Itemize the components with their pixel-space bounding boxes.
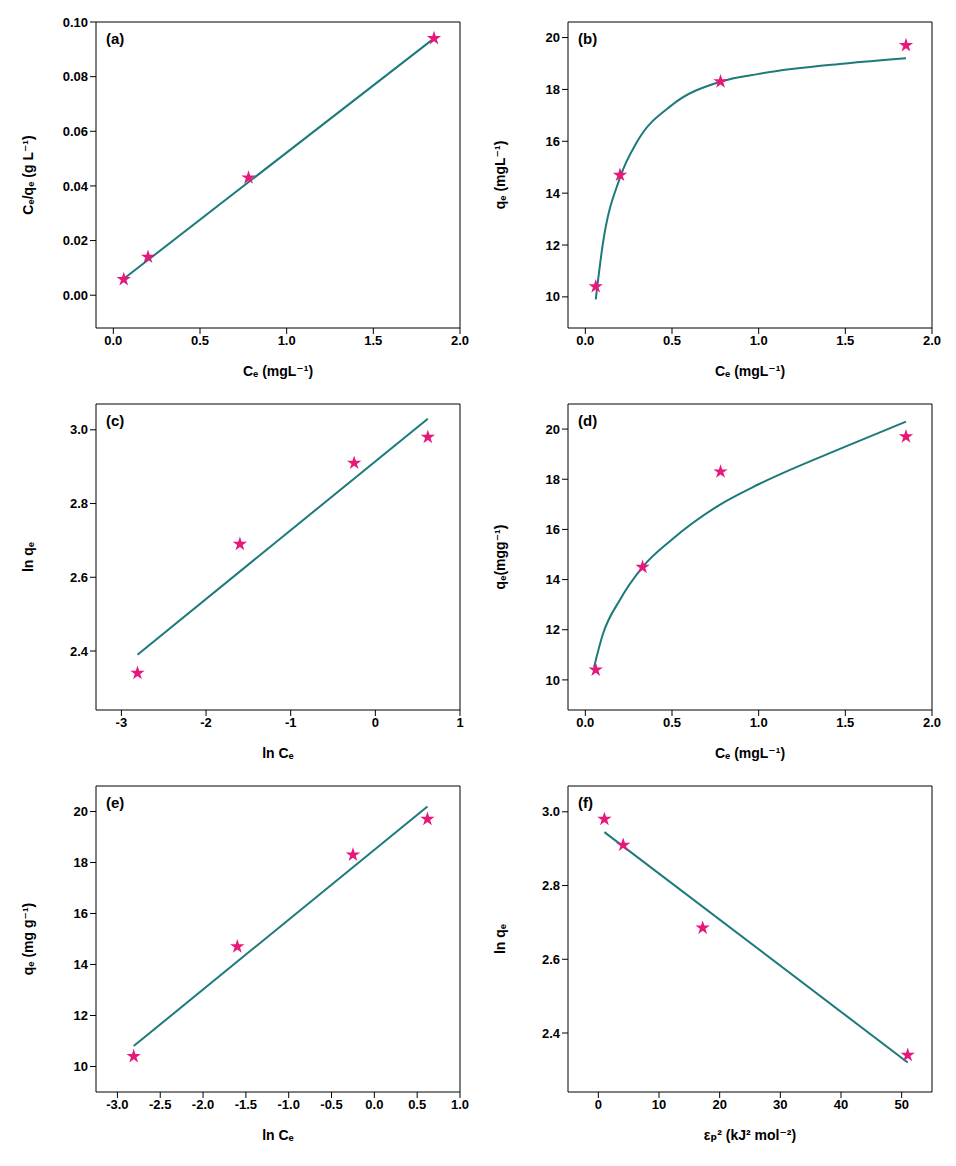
svg-text:-2.0: -2.0 xyxy=(192,1097,214,1112)
svg-text:1.0: 1.0 xyxy=(278,333,296,348)
svg-text:0.5: 0.5 xyxy=(663,333,681,348)
svg-text:2.4: 2.4 xyxy=(70,644,89,659)
svg-text:εₚ² (kJ² mol⁻²): εₚ² (kJ² mol⁻²) xyxy=(704,1127,796,1143)
svg-text:ln Cₑ: ln Cₑ xyxy=(262,1127,294,1143)
svg-text:18: 18 xyxy=(74,855,88,870)
svg-text:Cₑ/qₑ (g L⁻¹): Cₑ/qₑ (g L⁻¹) xyxy=(20,135,36,214)
svg-text:-1: -1 xyxy=(285,715,297,730)
svg-text:0: 0 xyxy=(372,715,379,730)
svg-text:0.10: 0.10 xyxy=(63,15,88,30)
svg-text:qₑ(mgg⁻¹): qₑ(mgg⁻¹) xyxy=(492,525,508,590)
html-text:(b): (b) xyxy=(578,30,598,47)
svg-text:-2: -2 xyxy=(200,715,212,730)
svg-text:-3.0: -3.0 xyxy=(106,1097,128,1112)
svg-text:20: 20 xyxy=(712,1097,726,1112)
svg-text:0.00: 0.00 xyxy=(63,288,88,303)
svg-text:20: 20 xyxy=(546,422,560,437)
html-text:(e): (e) xyxy=(106,794,125,811)
html-text:(d): (d) xyxy=(578,412,598,429)
svg-text:0.06: 0.06 xyxy=(63,124,88,139)
svg-text:20: 20 xyxy=(546,30,560,45)
svg-text:20: 20 xyxy=(74,804,88,819)
svg-text:3.0: 3.0 xyxy=(542,804,560,819)
svg-text:50: 50 xyxy=(894,1097,908,1112)
svg-text:2.0: 2.0 xyxy=(923,715,941,730)
svg-text:0.0: 0.0 xyxy=(104,333,122,348)
svg-text:0.08: 0.08 xyxy=(63,69,88,84)
svg-text:1.0: 1.0 xyxy=(451,1097,469,1112)
svg-text:ln Cₑ: ln Cₑ xyxy=(262,745,294,761)
svg-text:0.04: 0.04 xyxy=(63,179,89,194)
svg-text:18: 18 xyxy=(546,82,560,97)
html-text:(f): (f) xyxy=(578,794,593,811)
svg-text:1.5: 1.5 xyxy=(836,715,854,730)
svg-text:12: 12 xyxy=(546,238,560,253)
svg-text:14: 14 xyxy=(74,957,89,972)
svg-text:2.4: 2.4 xyxy=(542,1026,561,1041)
svg-text:-0.5: -0.5 xyxy=(320,1097,342,1112)
svg-text:0.5: 0.5 xyxy=(191,333,209,348)
svg-text:18: 18 xyxy=(546,472,560,487)
svg-text:40: 40 xyxy=(834,1097,848,1112)
svg-text:qₑ (mg g⁻¹): qₑ (mg g⁻¹) xyxy=(20,903,36,976)
svg-text:14: 14 xyxy=(546,186,561,201)
html-text:(a): (a) xyxy=(106,30,125,47)
svg-text:0.0: 0.0 xyxy=(365,1097,383,1112)
svg-text:qₑ (mgL⁻¹): qₑ (mgL⁻¹) xyxy=(492,141,508,210)
svg-text:ln qₑ: ln qₑ xyxy=(20,542,36,572)
svg-text:1.0: 1.0 xyxy=(750,333,768,348)
svg-text:2.6: 2.6 xyxy=(542,952,560,967)
svg-text:Cₑ (mgL⁻¹): Cₑ (mgL⁻¹) xyxy=(715,363,785,379)
svg-text:1.5: 1.5 xyxy=(364,333,382,348)
svg-text:-1.5: -1.5 xyxy=(235,1097,257,1112)
svg-text:0.0: 0.0 xyxy=(576,333,594,348)
svg-text:0.02: 0.02 xyxy=(63,233,88,248)
svg-text:Cₑ (mgL⁻¹): Cₑ (mgL⁻¹) xyxy=(243,363,313,379)
svg-text:16: 16 xyxy=(546,522,560,537)
svg-text:-1.0: -1.0 xyxy=(278,1097,300,1112)
svg-text:0.5: 0.5 xyxy=(408,1097,426,1112)
svg-text:1.5: 1.5 xyxy=(836,333,854,348)
svg-text:ln qₑ: ln qₑ xyxy=(492,924,508,954)
svg-text:3.0: 3.0 xyxy=(70,422,88,437)
svg-text:2.8: 2.8 xyxy=(542,878,560,893)
svg-text:2.0: 2.0 xyxy=(923,333,941,348)
svg-text:10: 10 xyxy=(546,673,560,688)
svg-text:2.6: 2.6 xyxy=(70,570,88,585)
svg-text:2.0: 2.0 xyxy=(451,333,469,348)
svg-text:2.8: 2.8 xyxy=(70,496,88,511)
html-text:(c): (c) xyxy=(106,412,125,429)
svg-text:10: 10 xyxy=(652,1097,666,1112)
svg-text:30: 30 xyxy=(773,1097,787,1112)
svg-text:12: 12 xyxy=(74,1008,88,1023)
svg-text:10: 10 xyxy=(546,289,560,304)
svg-text:-2.5: -2.5 xyxy=(149,1097,171,1112)
svg-text:Cₑ (mgL⁻¹): Cₑ (mgL⁻¹) xyxy=(715,745,785,761)
svg-text:-3: -3 xyxy=(116,715,128,730)
svg-text:0.0: 0.0 xyxy=(576,715,594,730)
svg-text:10: 10 xyxy=(74,1059,88,1074)
svg-text:0: 0 xyxy=(595,1097,602,1112)
svg-text:1: 1 xyxy=(456,715,463,730)
svg-text:16: 16 xyxy=(74,906,88,921)
svg-text:16: 16 xyxy=(546,134,560,149)
svg-text:1.0: 1.0 xyxy=(750,715,768,730)
svg-text:0.5: 0.5 xyxy=(663,715,681,730)
svg-text:14: 14 xyxy=(546,572,561,587)
svg-text:12: 12 xyxy=(546,622,560,637)
